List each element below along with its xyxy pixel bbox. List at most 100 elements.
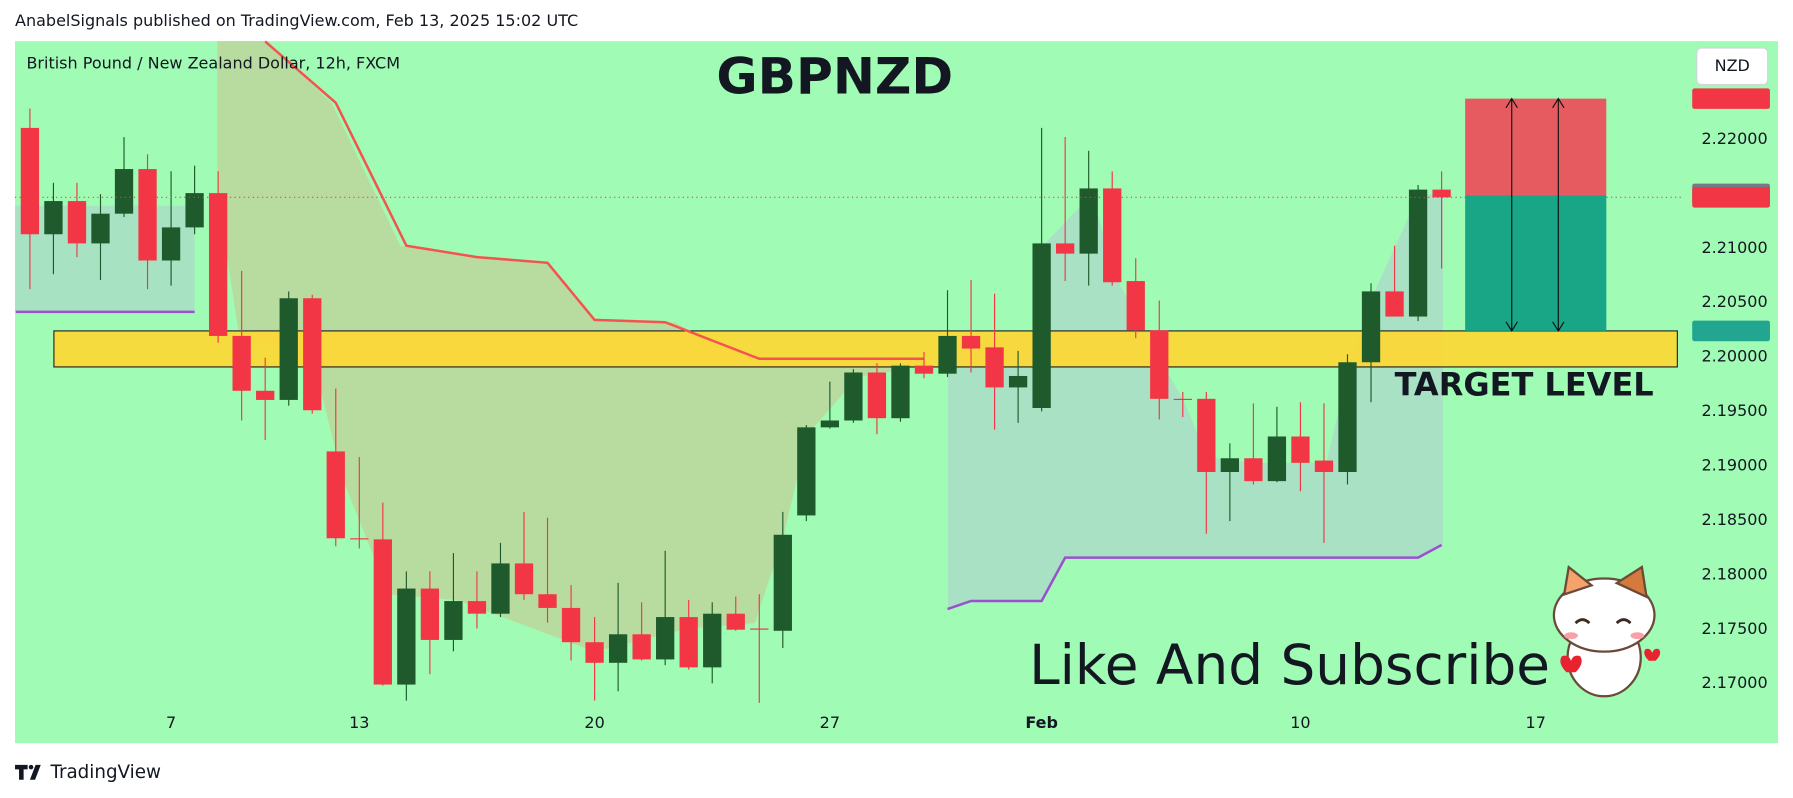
- currency-button[interactable]: [1696, 47, 1769, 86]
- candle-body: [1385, 291, 1404, 317]
- candle-body: [467, 601, 487, 614]
- right-fill: [947, 194, 1443, 610]
- candle-body: [773, 534, 792, 631]
- brand-name: TradingView: [49, 762, 161, 783]
- candle-body: [632, 634, 651, 660]
- candle-body: [279, 298, 298, 400]
- price-label-box: [1692, 320, 1770, 342]
- candle-body: [726, 613, 745, 630]
- position: [1465, 97, 1607, 332]
- candle-body: [326, 451, 345, 539]
- symbol-description: British Pound / New Zealand Dollar, 12h,…: [26, 54, 400, 73]
- y-tick-label: 2.18000: [1701, 564, 1767, 583]
- candle-body: [538, 594, 557, 608]
- candle-body: [444, 601, 463, 640]
- candle-body: [608, 634, 628, 663]
- candle-body: [867, 372, 887, 419]
- publisher-header: AnabelSignals published on TradingView.c…: [15, 11, 578, 30]
- x-tick-label: 17: [1526, 713, 1546, 732]
- mascot: [1552, 564, 1661, 698]
- zone-box: [53, 330, 1678, 368]
- mascot-cheek: [1630, 632, 1645, 640]
- candle-body: [1338, 362, 1357, 472]
- annotation: Like And Subscribe: [1029, 633, 1550, 697]
- candle-body: [1173, 398, 1192, 400]
- candle-body: [985, 347, 1004, 388]
- y-tick-label: 2.18500: [1701, 510, 1767, 529]
- target-zone: TARGET LEVEL: [53, 330, 1678, 403]
- y-tick-label: 2.19500: [1701, 401, 1767, 420]
- candle-body: [1408, 189, 1428, 317]
- y-tick-label: 2.22000: [1701, 129, 1767, 148]
- candle-body: [1432, 189, 1451, 198]
- x-tick-label: 13: [349, 713, 369, 732]
- x-tick-label: 27: [820, 713, 840, 732]
- x-tick-label: 10: [1290, 713, 1310, 732]
- candle-body: [1267, 436, 1287, 482]
- candle-body: [1032, 243, 1051, 408]
- candle-body: [1126, 281, 1145, 331]
- x-tick-label: 7: [166, 713, 176, 732]
- candle-body: [1056, 243, 1075, 254]
- candle-body: [1008, 375, 1028, 388]
- brand-logo-dot: [28, 764, 34, 770]
- y-tick-label: 2.20500: [1701, 292, 1767, 311]
- indicator-line: [947, 543, 1443, 611]
- mascot-heart: [1560, 655, 1582, 673]
- price-label-box: [1692, 88, 1770, 109]
- candle-body: [656, 617, 675, 660]
- mascot-heart: [1644, 648, 1661, 661]
- candle-body: [491, 563, 510, 614]
- mascot-ear: [1614, 565, 1648, 599]
- candle-body: [1244, 458, 1263, 482]
- candle-body: [938, 335, 957, 374]
- measure-arrow: [1552, 97, 1565, 332]
- candle-body: [1079, 188, 1098, 254]
- candle-body: [185, 193, 204, 228]
- candle-body: [350, 538, 369, 540]
- candle-body: [138, 169, 157, 261]
- candle-body: [67, 201, 87, 244]
- price-label-box: [1692, 187, 1770, 208]
- x-tick-label: Feb: [1025, 713, 1058, 732]
- candle-body: [844, 372, 863, 421]
- candle-body: [1220, 458, 1239, 472]
- y-tick-label: 2.20000: [1701, 347, 1767, 366]
- candle-body: [114, 169, 134, 214]
- candle-body: [891, 365, 910, 419]
- mascot-ear: [1562, 564, 1594, 597]
- candle-body: [161, 227, 181, 261]
- x-tick-label: 20: [584, 713, 604, 732]
- candle-body: [208, 193, 228, 336]
- candle-body: [420, 588, 440, 640]
- y-tick-label: 2.17500: [1701, 619, 1767, 638]
- candle-body: [1314, 460, 1334, 472]
- candle-body: [1197, 398, 1216, 472]
- candle-body: [703, 613, 722, 668]
- candle-body: [20, 127, 40, 235]
- candle-body: [750, 628, 769, 630]
- candle-body: [232, 335, 251, 391]
- candle-body: [1291, 436, 1310, 463]
- y-axis: 2.17000 2.17500 2.18000 2.18500 2.19000 2.195…: [166, 129, 1768, 732]
- y-tick-label: 2.21000: [1701, 238, 1767, 257]
- mascot-eyes: [1574, 618, 1632, 625]
- candle-body: [397, 588, 416, 685]
- candle-body: [514, 563, 534, 595]
- chart-title: GBPNZD: [716, 47, 953, 106]
- candle-body: [1361, 291, 1381, 363]
- candle-body: [1103, 188, 1122, 283]
- zone-label: TARGET LEVEL: [1395, 365, 1654, 403]
- candle-body: [373, 539, 392, 685]
- brand: TradingView: [15, 762, 161, 783]
- mascot-cheek: [1564, 632, 1578, 640]
- candle-body: [1150, 330, 1169, 399]
- candle-body: [44, 201, 63, 235]
- candle-body: [679, 617, 698, 668]
- currency[interactable]: NZD: [1715, 56, 1750, 75]
- measure-arrow: [1505, 97, 1518, 332]
- y-tick-label: 2.17000: [1701, 673, 1767, 692]
- stop-zone: [1465, 98, 1607, 196]
